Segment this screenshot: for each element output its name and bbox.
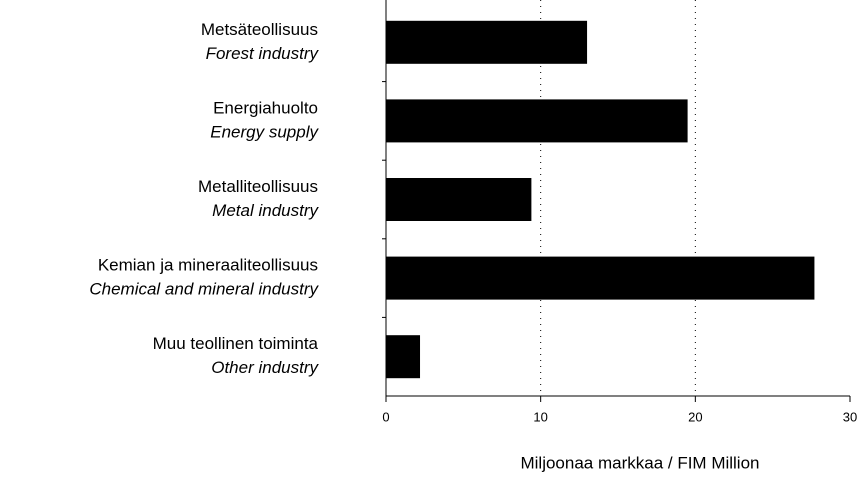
category-translation: Other industry bbox=[211, 358, 319, 377]
category-label: Muu teollinen toiminta bbox=[153, 334, 319, 353]
category-translation: Metal industry bbox=[212, 201, 319, 220]
x-tick-label: 20 bbox=[688, 409, 702, 424]
category-translation: Forest industry bbox=[206, 44, 320, 63]
x-tick-label: 30 bbox=[843, 409, 857, 424]
x-tick-label: 0 bbox=[382, 409, 389, 424]
bar bbox=[386, 20, 588, 64]
category-label: Metsäteollisuus bbox=[201, 20, 318, 39]
x-axis-label: Miljoonaa markkaa / FIM Million bbox=[520, 453, 759, 472]
category-label: Kemian ja mineraaliteollisuus bbox=[98, 256, 318, 275]
category-translation: Energy supply bbox=[210, 122, 319, 141]
bar bbox=[386, 99, 688, 143]
bar bbox=[386, 178, 532, 221]
bar bbox=[386, 256, 815, 300]
bar bbox=[386, 335, 421, 379]
category-label: Metalliteollisuus bbox=[198, 177, 318, 196]
x-tick-label: 10 bbox=[533, 409, 547, 424]
category-label: Energiahuolto bbox=[213, 98, 318, 117]
category-translation: Chemical and mineral industry bbox=[89, 280, 319, 299]
